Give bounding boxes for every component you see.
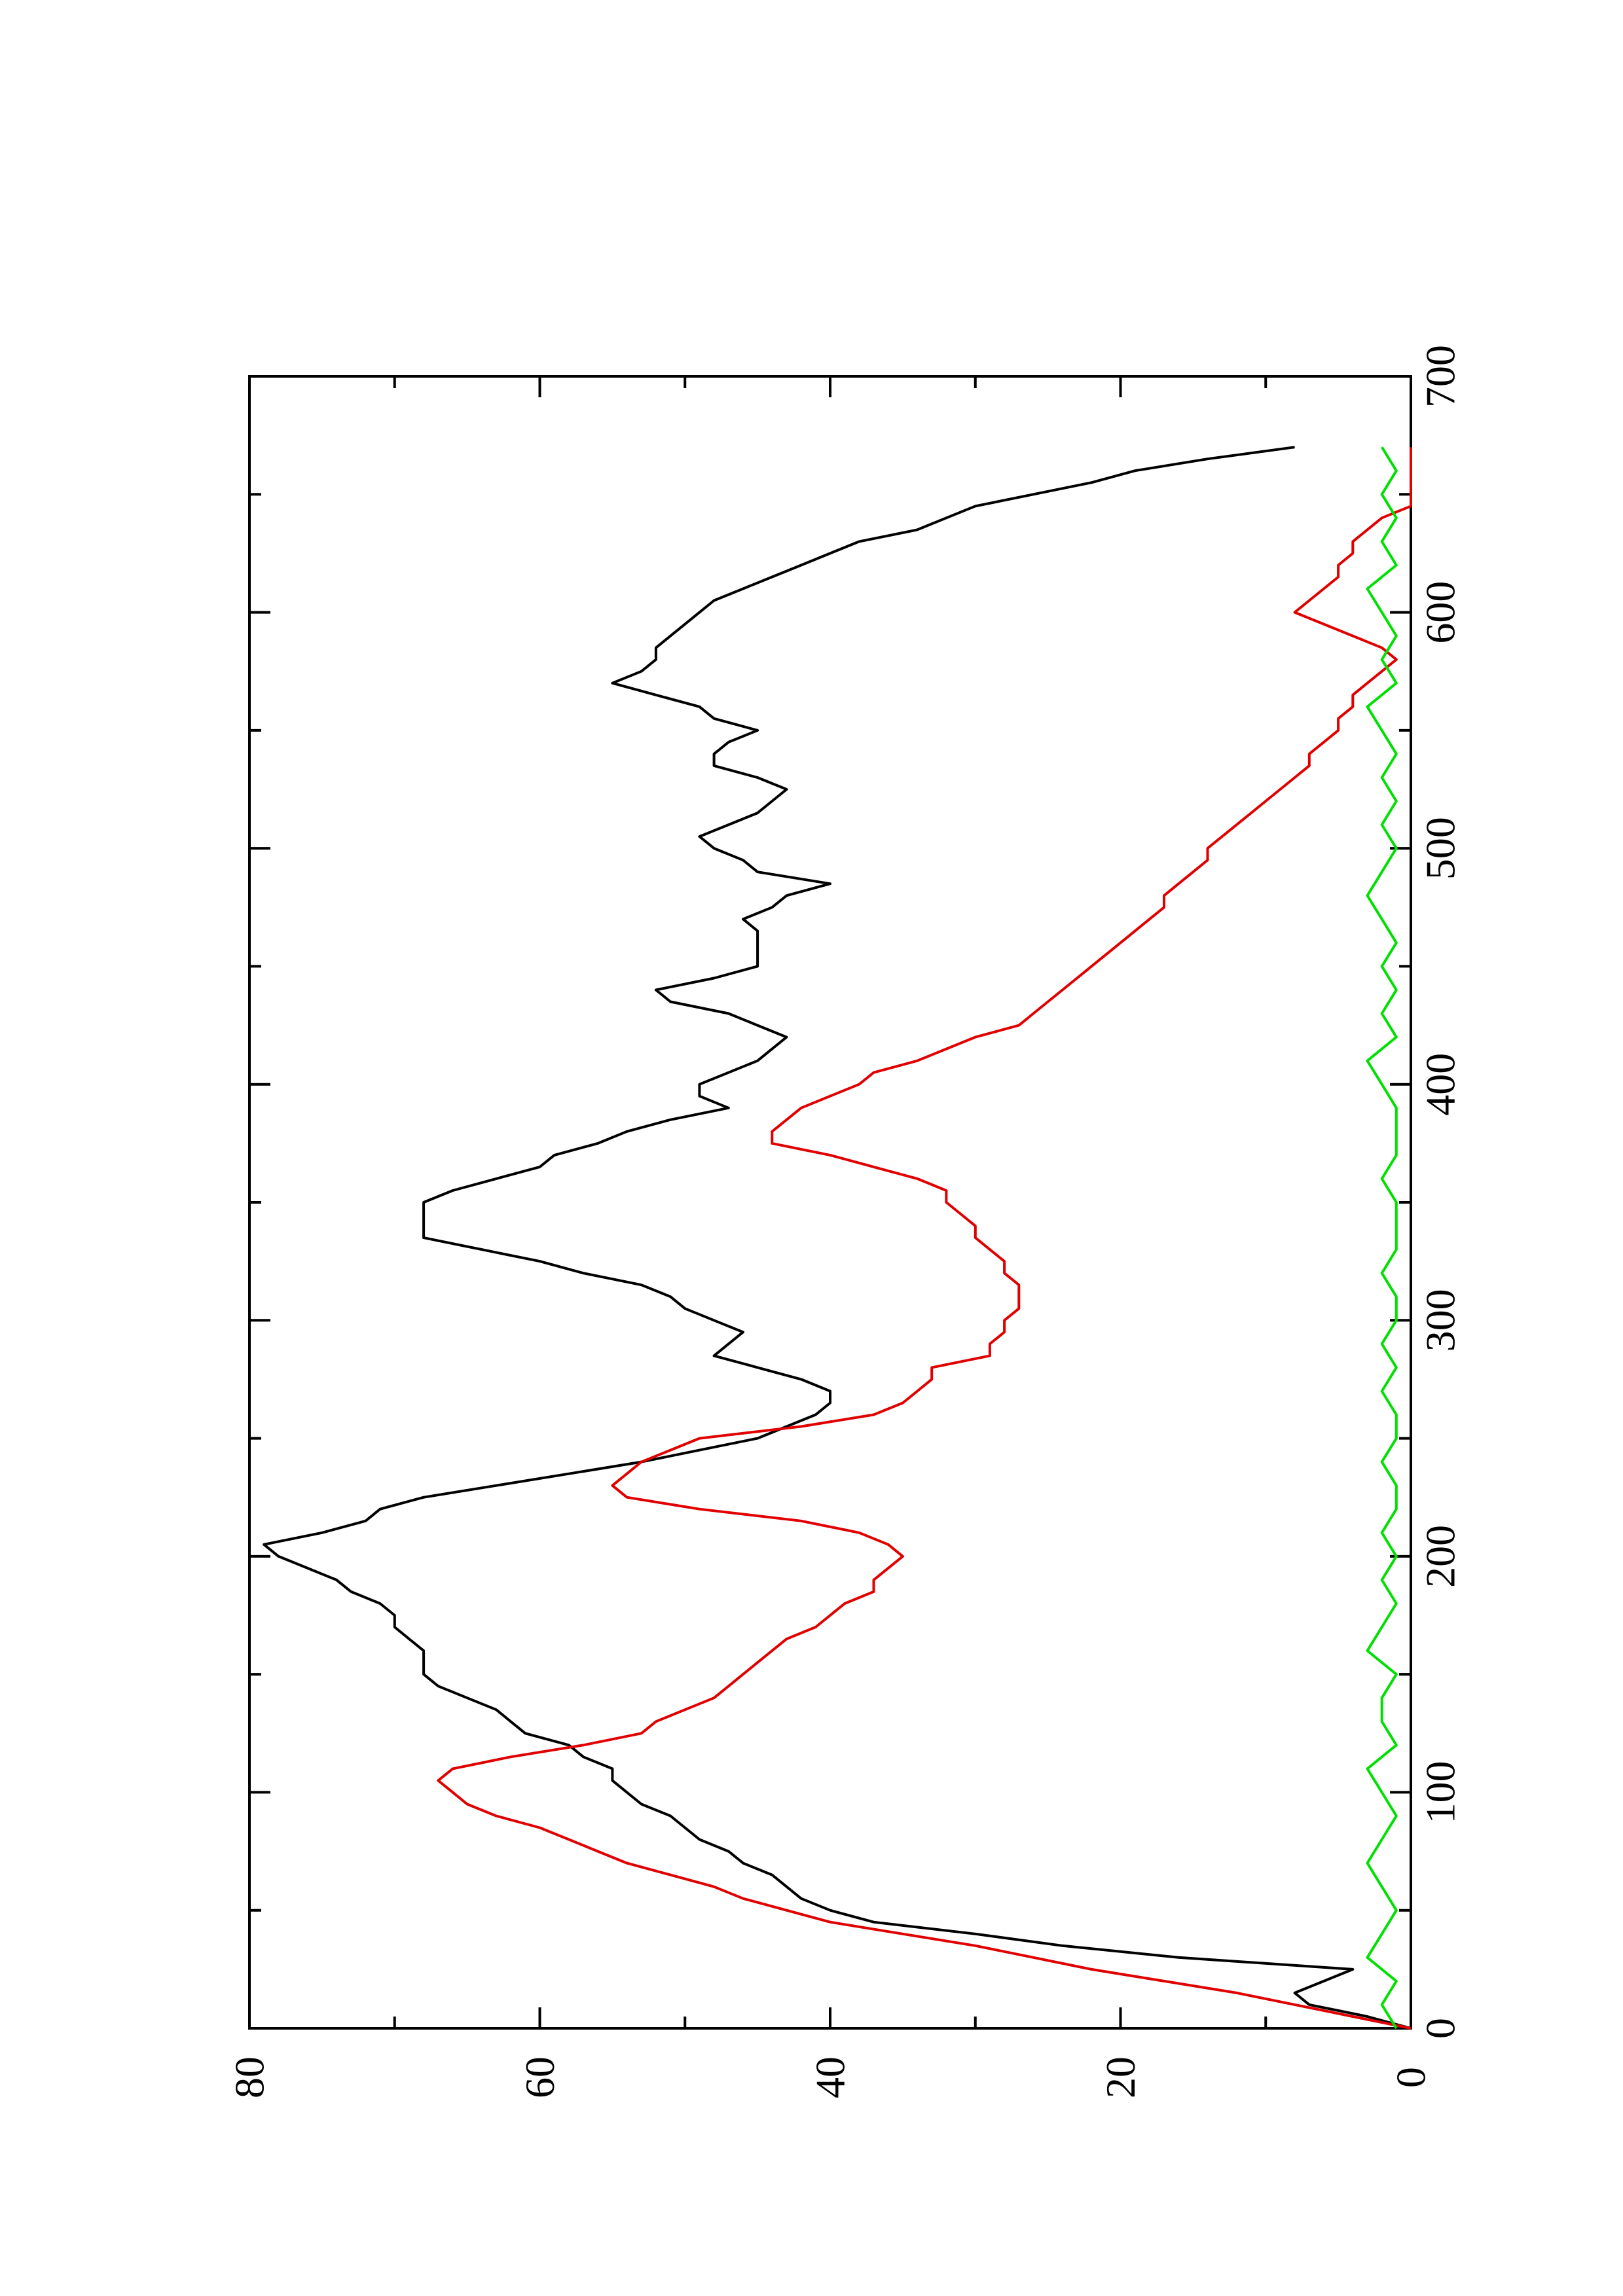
x-tick-label: 100 xyxy=(1417,1761,1464,1823)
tick-marks xyxy=(248,375,1412,2030)
series-line-1 xyxy=(263,446,1412,2030)
y-tick-label: 40 xyxy=(807,2056,854,2098)
x-tick-label: 200 xyxy=(1417,1525,1464,1588)
series-line-2 xyxy=(437,447,1412,2030)
x-tick-label: 500 xyxy=(1417,817,1464,880)
tick-labels: 0 100 200 300 400 500 600 700 0 20 40 60 80 xyxy=(227,345,1464,2098)
x-tick-label: 0 xyxy=(1417,2018,1464,2039)
y-tick-label: 60 xyxy=(517,2056,563,2098)
series-line-3 xyxy=(1366,446,1398,2030)
x-tick-label: 300 xyxy=(1417,1289,1464,1352)
y-tick-label: 0 xyxy=(1388,2067,1434,2088)
x-tick-label: 400 xyxy=(1417,1053,1464,1116)
series-lines xyxy=(263,446,1412,2030)
x-tick-label: 600 xyxy=(1417,581,1464,644)
x-tick-label: 700 xyxy=(1417,345,1464,408)
y-tick-label: 20 xyxy=(1097,2056,1144,2098)
y-tick-label: 80 xyxy=(227,2056,273,2098)
